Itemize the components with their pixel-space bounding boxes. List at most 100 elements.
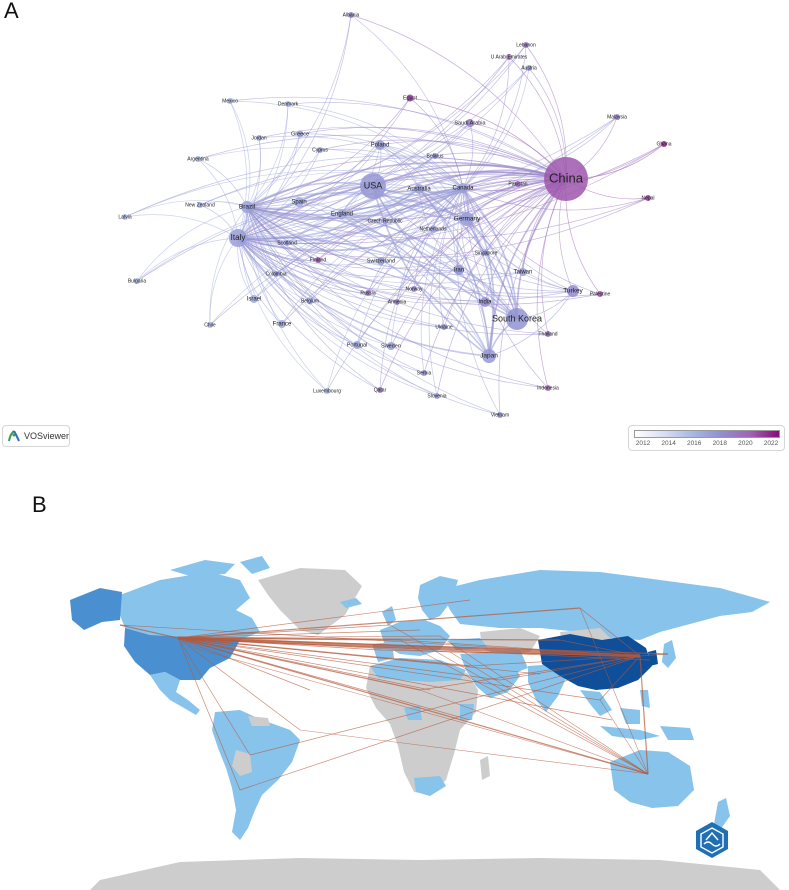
node-turkey[interactable] [567,285,579,297]
node-greece[interactable] [296,130,304,138]
node-label: Japan [480,353,498,360]
vosviewer-label: VOSviewer [23,431,69,441]
node-switzerland[interactable] [377,257,385,265]
node-label: Russia [360,290,376,296]
network-link [488,290,574,357]
node-austria[interactable] [526,65,532,71]
network-link [246,206,438,397]
node-ghana[interactable] [661,141,667,147]
node-label: Cyprus [312,147,328,153]
node-canada[interactable] [458,183,468,193]
network-link [246,149,321,208]
node-cyprus[interactable] [317,147,323,153]
node-malaysia[interactable] [614,114,620,120]
node-sweden[interactable] [387,342,395,350]
node-netherlands[interactable] [429,225,437,233]
node-luxembourg[interactable] [324,388,330,394]
node-england[interactable] [337,209,347,219]
node-japan[interactable] [482,349,496,363]
node-iran[interactable] [454,265,464,275]
node-czech-republic[interactable] [382,218,388,224]
node-taiwan[interactable] [519,268,527,276]
network-link [246,137,261,208]
node-pakistan[interactable] [515,181,521,187]
node-lebanon[interactable] [523,42,529,48]
network-link [237,149,321,239]
node-label: USA [364,180,383,190]
node-new-zealand[interactable] [197,202,203,208]
node-spain[interactable] [294,197,304,207]
node-latvia[interactable] [122,214,128,220]
node-albania[interactable] [348,12,354,18]
node-belarus[interactable] [432,153,438,159]
philippines-land [640,690,650,708]
node-label: Slovenia [427,393,446,399]
node-label: Switzerland [367,258,395,264]
network-link [246,206,486,303]
node-south-korea[interactable] [506,308,528,330]
legend-tick: 2014 [661,440,676,447]
node-usa[interactable] [360,173,386,199]
node-label: Nepal [641,195,654,201]
node-russia[interactable] [365,290,371,296]
node-italy[interactable] [229,229,247,247]
node-brazil[interactable] [241,201,253,213]
node-scotland[interactable] [284,240,290,246]
node-mexico[interactable] [227,98,233,104]
node-label: Vietnam [491,412,509,418]
node-poland[interactable] [375,140,385,150]
network-link [246,206,343,221]
node-portugal[interactable] [353,341,361,349]
node-bulgaria[interactable] [134,278,140,284]
node-ukraine[interactable] [441,324,447,330]
node-finland[interactable] [315,257,321,263]
vosviewer-badge[interactable]: VOSviewer [2,425,70,447]
node-israel[interactable] [250,295,258,303]
node-label: Egypt [403,95,418,101]
node-belgium[interactable] [306,297,314,305]
node-australia[interactable] [414,184,424,194]
node-jordan[interactable] [256,135,262,141]
node-germany[interactable] [460,212,474,226]
network-link [350,14,567,180]
node-denmark[interactable] [285,101,291,107]
map-link [177,637,301,731]
map-link [177,637,421,691]
node-india[interactable] [480,297,490,307]
node-vietnam[interactable] [497,412,503,418]
network-link [246,67,530,208]
node-thailand[interactable] [545,331,551,337]
node-palestine[interactable] [597,291,603,297]
node-colombia[interactable] [273,271,279,277]
node-u-arab-emirates[interactable] [506,54,512,60]
network-link [462,56,510,189]
node-china[interactable] [544,157,588,201]
logo-inner-shape [700,827,724,854]
network-link [428,187,464,397]
node-qatar[interactable] [377,387,383,393]
network-link [246,133,301,208]
node-singapore[interactable] [483,250,489,256]
map-link [419,655,641,691]
node-saudi-arabia[interactable] [466,119,474,127]
map-link [177,637,241,791]
network-link [136,237,239,282]
node-norway[interactable] [411,286,417,292]
node-egypt[interactable] [406,94,414,102]
logo-peak-shape [705,831,719,841]
node-armenia[interactable] [394,299,400,305]
node-label: Argentina [187,156,209,162]
node-slovenia[interactable] [434,393,440,399]
map-link [199,649,649,775]
node-chile[interactable] [207,322,213,328]
network-link [237,237,381,391]
node-indonesia[interactable] [545,385,551,391]
network-link [237,237,487,269]
network-link [462,187,549,335]
network-link [197,158,248,208]
node-france[interactable] [278,320,286,328]
node-argentina[interactable] [195,156,201,162]
node-serbia[interactable] [421,370,427,376]
node-nepal[interactable] [645,195,651,201]
alaska-land [70,588,122,630]
